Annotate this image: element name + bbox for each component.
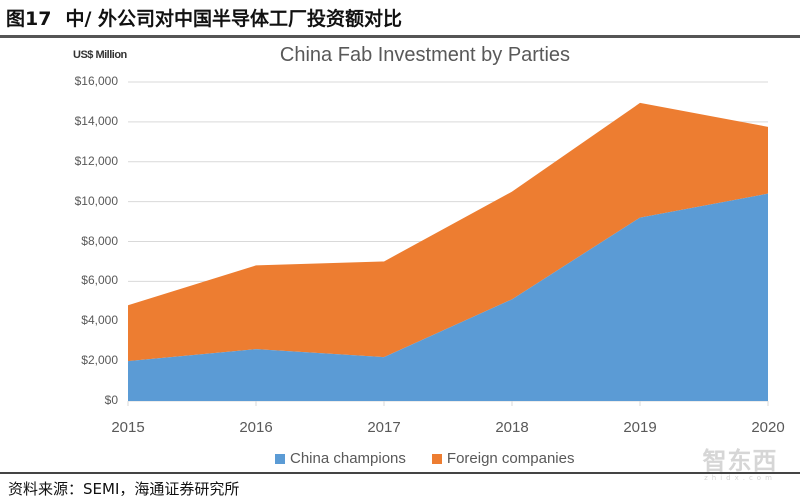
china-champions-swatch-icon xyxy=(275,453,285,464)
x-tick-label: 2017 xyxy=(367,419,401,436)
x-tick-label: 2018 xyxy=(495,419,529,436)
y-tick-label: $4,000 xyxy=(81,313,118,328)
x-tick-label: 2020 xyxy=(751,419,785,436)
y-tick-label: $0 xyxy=(104,393,118,407)
y-axis-unit-label: US$ Million xyxy=(73,49,127,61)
footer-divider xyxy=(0,472,800,474)
watermark-url: zhidx.com xyxy=(704,474,776,482)
watermark-logo: 智东西 xyxy=(702,447,778,475)
y-tick-label: $2,000 xyxy=(81,353,118,368)
figure-number: 图17 xyxy=(6,8,52,30)
chart-container: US$ Million China Fab Investment by Part… xyxy=(0,40,800,467)
legend-item-foreign-companies: Foreign companies xyxy=(431,450,575,467)
x-axis-ticks xyxy=(127,401,769,406)
chart-title: China Fab Investment by Parties xyxy=(279,44,571,66)
y-tick-label: $12,000 xyxy=(74,153,118,168)
y-tick-label: $10,000 xyxy=(74,193,118,208)
china-champions-area xyxy=(128,193,768,401)
y-tick-label: $8,000 xyxy=(81,233,118,248)
figure-header: 图17 中/ 外公司对中国半导体工厂投资额对比 xyxy=(0,0,800,38)
x-tick-label: 2015 xyxy=(111,419,145,436)
foreign-companies-swatch-icon xyxy=(431,453,442,464)
foreign-companies-area xyxy=(128,102,768,362)
y-tick-label: $6,000 xyxy=(81,273,118,288)
legend-label: China champions xyxy=(290,450,406,467)
source-note: 资料来源：SEMI，海通证券研究所 xyxy=(8,480,240,498)
y-tick-label: $14,000 xyxy=(74,113,118,128)
y-tick-label: $16,000 xyxy=(74,74,118,88)
chart-legend: China champions Foreign companies xyxy=(275,450,574,467)
area-plot xyxy=(127,81,769,406)
legend-item-china-champions: China champions xyxy=(275,450,406,467)
x-tick-label: 2016 xyxy=(239,419,273,436)
figure-title: 中/ 外公司对中国半导体工厂投资额对比 xyxy=(65,8,403,30)
watermark: 智东西 zhidx.com xyxy=(690,448,790,482)
x-tick-label: 2019 xyxy=(623,419,657,436)
legend-label: Foreign companies xyxy=(446,450,575,467)
